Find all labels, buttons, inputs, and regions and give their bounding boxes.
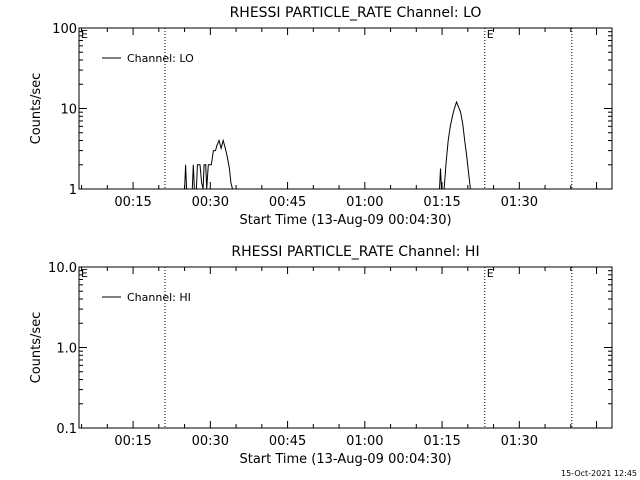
x-axis-label: Start Time (13-Aug-09 00:04:30) xyxy=(239,213,451,228)
legend-label: Channel: LO xyxy=(127,52,194,65)
x-tick-label: 01:15 xyxy=(423,195,460,210)
y-tick-label: 10 xyxy=(60,103,77,118)
y-tick-label: 1.0 xyxy=(56,342,77,357)
legend-label: Channel: HI xyxy=(127,291,191,304)
x-tick-label: 01:30 xyxy=(501,434,538,449)
x-tick-label: 00:15 xyxy=(114,434,151,449)
y-axis-label: Counts/sec xyxy=(29,312,44,384)
x-tick-label: 01:30 xyxy=(501,195,538,210)
y-tick-label: 1 xyxy=(69,183,77,198)
panel-hi-channel: RHESSI PARTICLE_RATE Channel: HI 00:15 00:… xyxy=(29,244,613,467)
chart-title: RHESSI PARTICLE_RATE Channel: LO xyxy=(230,5,482,21)
x-tick-label: 00:30 xyxy=(192,434,229,449)
y-tick-label: 10.0 xyxy=(48,261,77,276)
event-marker-label: E xyxy=(487,28,494,41)
corner-event-marker: E xyxy=(81,267,88,280)
x-tick-label: 00:45 xyxy=(269,434,306,449)
event-marker-label: E xyxy=(487,267,494,280)
x-tick-label: 01:00 xyxy=(346,195,383,210)
series-line xyxy=(184,100,471,189)
x-tick-label: 00:30 xyxy=(192,195,229,210)
panel-lo-channel: RHESSI PARTICLE_RATE Channel: LO 00:15 00:… xyxy=(29,5,613,228)
y-tick-label: 100 xyxy=(52,22,77,37)
chart-title: RHESSI PARTICLE_RATE Channel: HI xyxy=(231,244,479,260)
x-tick-label: 00:15 xyxy=(114,195,151,210)
y-axis-label: Counts/sec xyxy=(29,73,44,145)
corner-event-marker: E xyxy=(81,28,88,41)
y-tick-label: 0.1 xyxy=(56,422,77,437)
x-axis-label: Start Time (13-Aug-09 00:04:30) xyxy=(239,452,451,467)
x-tick-label: 01:00 xyxy=(346,434,383,449)
x-tick-label: 01:15 xyxy=(423,434,460,449)
generation-timestamp: 15-Oct-2021 12:45 xyxy=(561,469,637,478)
x-tick-label: 00:45 xyxy=(269,195,306,210)
